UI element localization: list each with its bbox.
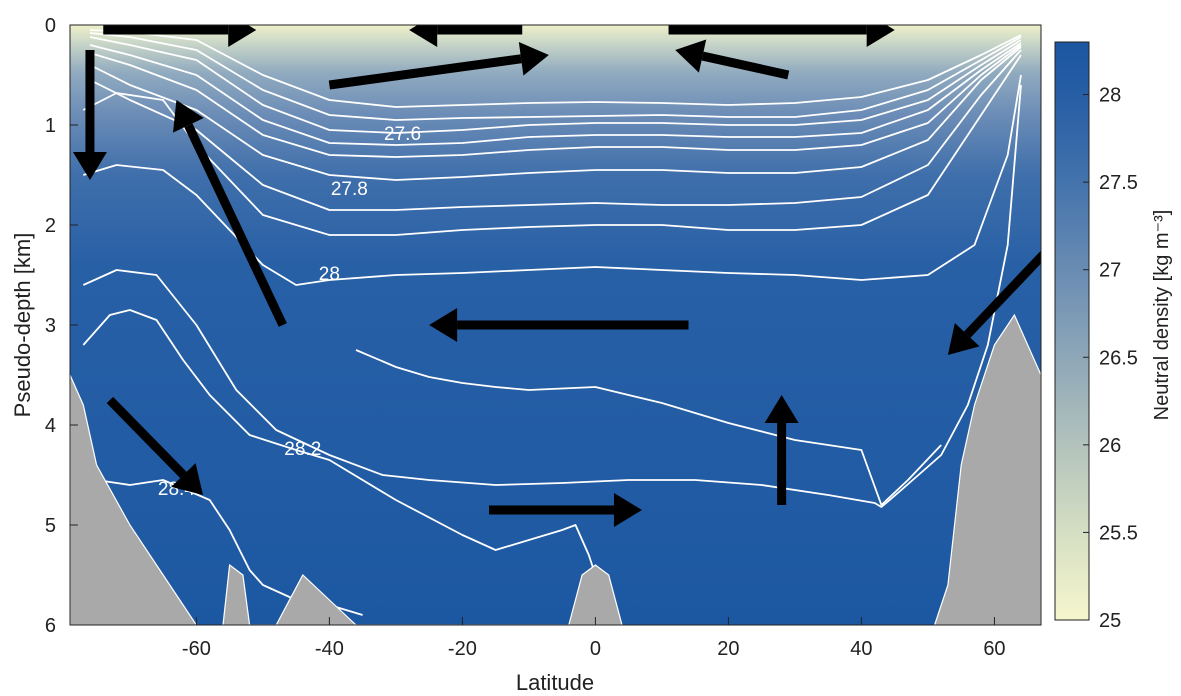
y-tick-label: 4 [45, 415, 56, 437]
circulation-arrow [488, 493, 642, 527]
contour-line-10 [82, 84, 1022, 508]
circulation-arrow [947, 250, 1041, 355]
circulation-arrow [668, 25, 895, 47]
bathymetry-ridge [222, 563, 623, 625]
contour-line-9 [82, 309, 597, 576]
y-tick-label: 3 [45, 315, 56, 337]
contour-line-5 [89, 46, 1022, 181]
circulation-arrow [675, 39, 790, 80]
y-tick-label: 6 [45, 615, 56, 637]
x-tick-label: 20 [717, 638, 739, 660]
colorbar-label: Neutral density [kg m⁻³] [1151, 210, 1173, 421]
contour-label: 27.8 [331, 179, 368, 200]
colorbar-tick-label: 26.5 [1099, 347, 1138, 369]
contour-line-7 [82, 54, 1022, 236]
circulation-arrow [328, 41, 549, 90]
contour-line-3 [89, 42, 1022, 146]
x-axis-label: Latitude [516, 670, 594, 695]
contour-line-1 [89, 32, 1022, 121]
contour-line-0 [89, 29, 1022, 108]
circulation-arrow [409, 25, 523, 47]
colorbar-tick-label: 25.5 [1099, 522, 1138, 544]
x-tick-label: 0 [590, 638, 601, 660]
contour-label: 28 [319, 264, 340, 285]
contour-line-4 [89, 44, 1022, 158]
colorbar-tick-label: 26 [1099, 435, 1121, 457]
contour-line-8 [83, 74, 1022, 286]
y-axis-ticks: 0 1 2 3 4 5 6 [45, 15, 78, 637]
colorbar-tick-label: 27 [1099, 260, 1121, 282]
contour-line-12 [355, 349, 942, 506]
y-axis-label: Pseudo-depth [km] [10, 233, 35, 418]
colorbar-ticks: 25 25.5 26 26.5 27 27.5 28 [1083, 85, 1138, 632]
x-tick-label: -40 [315, 638, 344, 660]
contour-label: 28.2 [284, 439, 321, 460]
circulation-arrow [72, 50, 107, 180]
x-tick-label: -60 [182, 638, 211, 660]
colorbar-tick-label: 25 [1099, 610, 1121, 632]
density-contours [82, 29, 1022, 616]
y-tick-label: 5 [45, 515, 56, 537]
contour-line-2 [89, 36, 1022, 134]
bathymetry [70, 313, 1041, 625]
circulation-arrow [429, 308, 689, 342]
bathymetry-left [70, 374, 197, 625]
colorbar-gradient [1054, 41, 1090, 621]
bathymetry-right [934, 313, 1041, 625]
circulation-arrow [764, 395, 799, 505]
circulation-arrow [103, 25, 257, 47]
colorbar-tick-label: 28 [1099, 85, 1121, 107]
x-tick-label: 40 [850, 638, 872, 660]
contour-label: 27.6 [384, 124, 421, 145]
x-tick-label: -20 [448, 638, 477, 660]
colorbar-tick-label: 27.5 [1099, 172, 1138, 194]
y-tick-label: 2 [45, 215, 56, 237]
circulation-arrows [72, 25, 1041, 527]
y-tick-label: 0 [45, 15, 56, 37]
circulation-arrow [173, 100, 287, 327]
contour-line-6 [89, 49, 1022, 211]
x-tick-label: 60 [983, 638, 1005, 660]
colorbar: 25 25.5 26 26.5 27 27.5 28 Neutral density [kg… [1054, 41, 1173, 632]
x-axis-ticks: -60 -40 -20 0 20 40 60 [182, 617, 1006, 660]
y-tick-label: 1 [45, 115, 56, 137]
circulation-arrow [106, 396, 204, 495]
